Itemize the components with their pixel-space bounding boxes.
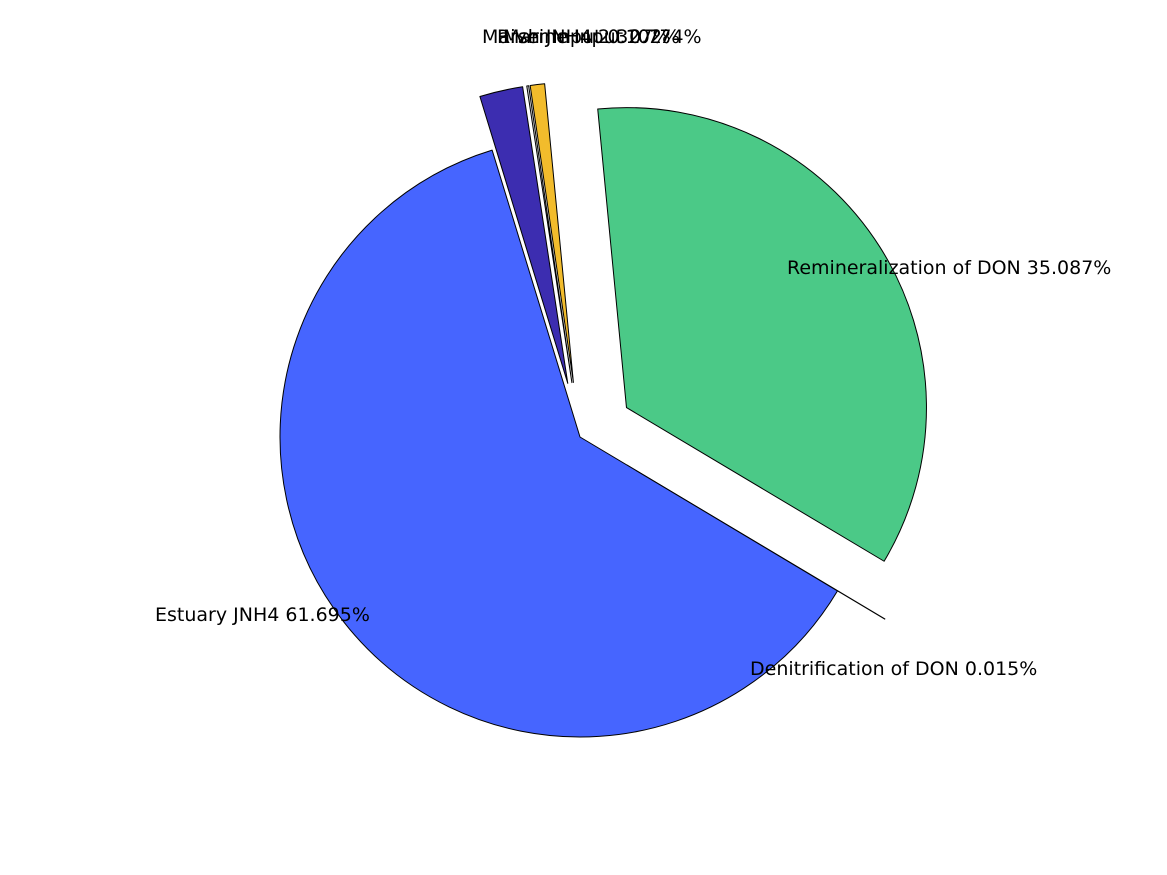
pie-slice-marsh-jnh4 [479,86,569,384]
slice-label-estuary-jnh4: Estuary JNH4 61.695% [155,604,370,626]
pie-slice-estuary-jnh4 [279,149,839,738]
slice-label-marine-input: Marine Input 0.774% [503,26,702,48]
pie-slice-remineralization-of-don [597,107,927,562]
slices-layer [279,83,927,738]
slice-label-remineralization-of-don: Remineralization of DON 35.087% [787,257,1111,279]
slice-label-marsh-jnh4: Marsh JNH4 2.327% [482,26,671,48]
slice-label-river-input: River Input 0.102% [497,26,680,48]
pie-slice-marine-input [529,83,574,383]
labels-layer: Remineralization of DON 35.087% Denitrifi… [155,26,1111,680]
slice-label-denitrification-of-don: Denitrification of DON 0.015% [750,658,1037,680]
pie-slice-river-input [526,85,573,384]
